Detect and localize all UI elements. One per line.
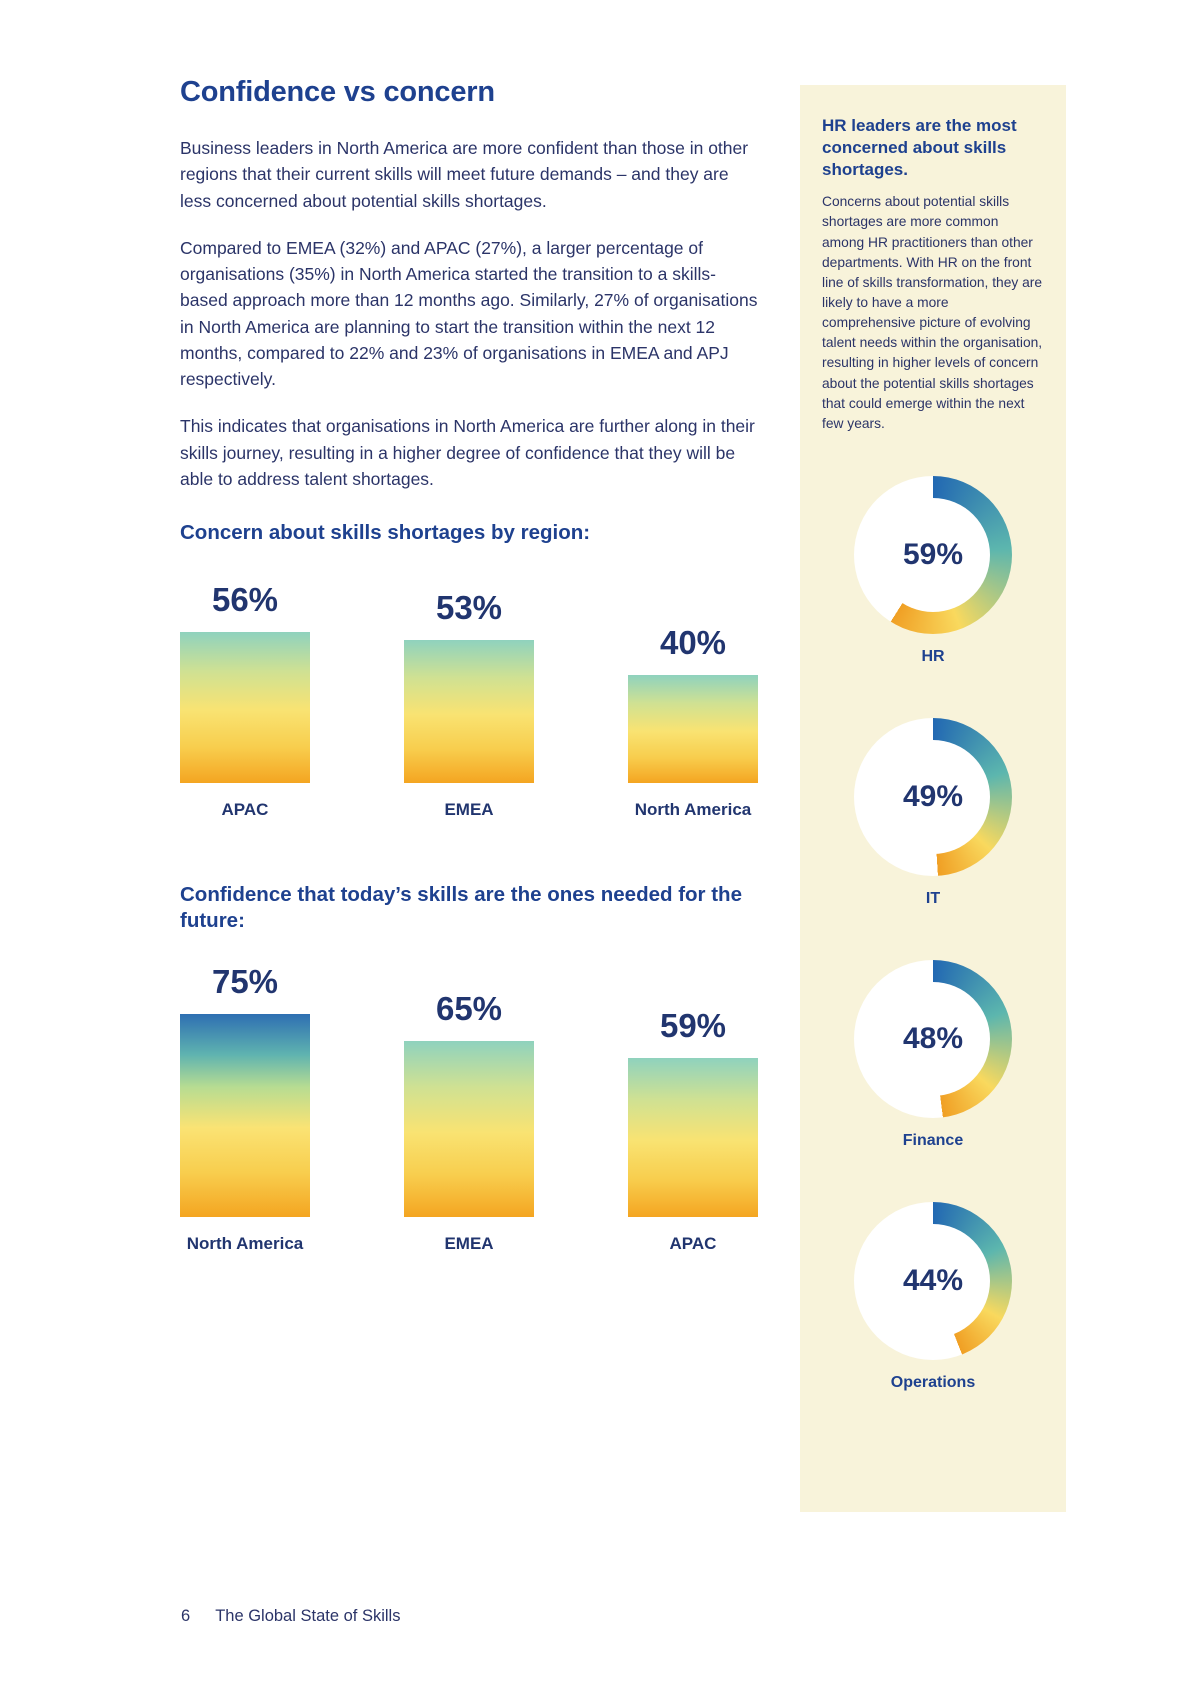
main-content: Confidence vs concern Business leaders i… <box>180 76 760 1254</box>
bar-column-north-america: 40% North America <box>628 624 758 820</box>
bar-category-label: APAC <box>669 1233 717 1253</box>
bar-column-apac: 59% APAC <box>628 1007 758 1254</box>
bar-apac <box>180 631 310 783</box>
bar-value: 40% <box>659 623 727 661</box>
donut-value: 49% <box>902 779 964 813</box>
bar-category-label: North America <box>186 1233 304 1253</box>
page-title: Confidence vs concern <box>180 76 495 108</box>
bar-column-emea: 65% EMEA <box>404 990 534 1254</box>
donut-ring-it: 49% <box>854 717 1012 876</box>
bar-emea <box>404 639 534 783</box>
bar-emea <box>404 1040 534 1217</box>
bar-apac <box>628 1057 758 1217</box>
bar-category-label: APAC <box>221 799 269 819</box>
donut-ring-operations: 44% <box>854 1201 1012 1360</box>
bar-value: 59% <box>659 1006 727 1044</box>
bar-column-north-america: 75% North America <box>180 963 310 1254</box>
footer-title: The Global State of Skills <box>215 1607 401 1625</box>
intro-paragraph-1: Business leaders in North America are mo… <box>180 138 749 211</box>
donut-ring-finance: 48% <box>854 959 1012 1118</box>
donut-label-operations: Operations <box>890 1373 976 1391</box>
donut-block-finance: 48% Finance <box>822 959 1044 1150</box>
donut-label-finance: Finance <box>902 1131 964 1149</box>
donut-value: 48% <box>902 1021 964 1055</box>
intro-paragraph-3: This indicates that organisations in Nor… <box>180 416 755 489</box>
donut-block-operations: 44% Operations <box>822 1201 1044 1392</box>
confidence-bar-chart: 75% North America 65% EMEA 59% APAC <box>180 963 758 1254</box>
bar-north-america <box>180 1013 310 1217</box>
concern-bar-chart: 56% APAC 53% EMEA 40% North America <box>180 581 758 820</box>
bar-category-label: North America <box>634 799 752 819</box>
bar-value: 56% <box>211 580 279 618</box>
donut-ring-hr: 59% <box>854 475 1012 634</box>
bar-value: 53% <box>435 588 503 626</box>
bar-value: 65% <box>435 989 503 1027</box>
donut-hole: 44% <box>876 1223 990 1338</box>
page-number: 6 <box>181 1607 191 1625</box>
sidebar-callout: HR leaders are the most concerned about … <box>800 85 1066 1512</box>
donut-value: 59% <box>902 537 964 571</box>
donut-block-hr: 59% HR <box>822 475 1044 666</box>
bar-north-america <box>628 674 758 783</box>
bar-category-label: EMEA <box>444 799 494 819</box>
concern-chart-title: Concern about skills shortages by region… <box>180 521 591 544</box>
donut-label-hr: HR <box>921 647 945 665</box>
confidence-chart-title: Confidence that today’s skills are the o… <box>180 882 742 933</box>
bar-column-apac: 56% APAC <box>180 581 310 820</box>
donut-value: 44% <box>902 1263 964 1297</box>
donut-label-it: IT <box>925 889 941 907</box>
donut-hole: 49% <box>876 739 990 854</box>
donut-hole: 48% <box>876 981 990 1096</box>
bar-category-label: EMEA <box>444 1233 494 1253</box>
sidebar-heading: HR leaders are the most concerned about … <box>822 116 1017 179</box>
donut-hole: 59% <box>876 497 990 612</box>
bar-value: 75% <box>211 962 279 1000</box>
bar-column-emea: 53% EMEA <box>404 589 534 820</box>
intro-paragraph-2: Compared to EMEA (32%) and APAC (27%), a… <box>180 237 758 389</box>
donut-block-it: 49% IT <box>822 717 1044 908</box>
page-footer: 6 The Global State of Skills <box>181 1607 400 1626</box>
sidebar-body-text: Concerns about potential skills shortage… <box>822 194 1043 431</box>
